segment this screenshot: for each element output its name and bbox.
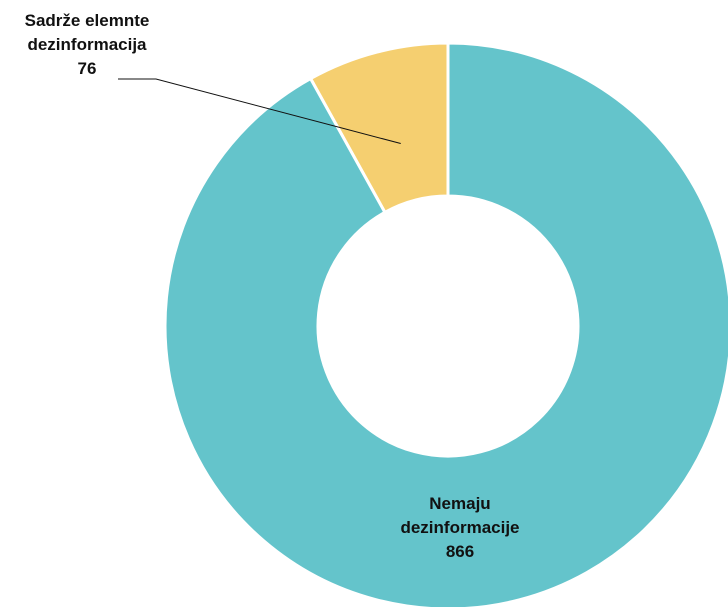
slice-label-1-line-0: Nemaju — [429, 494, 490, 513]
chart-labels: Sadrže elemnte dezinformacija 76 Nemaju dezi… — [25, 11, 520, 561]
slice-label-0-line-1: dezinformacija — [27, 35, 147, 54]
slice-label-1-value: 866 — [446, 542, 474, 561]
slice-label-0-value: 76 — [78, 59, 97, 78]
slice-label-1-line-1: dezinformacije — [400, 518, 519, 537]
chart-slices — [163, 41, 728, 607]
leader-line — [118, 78, 401, 145]
slice-label-0-line-0: Sadrže elemnte — [25, 11, 150, 30]
donut-slice-1 — [163, 41, 728, 607]
